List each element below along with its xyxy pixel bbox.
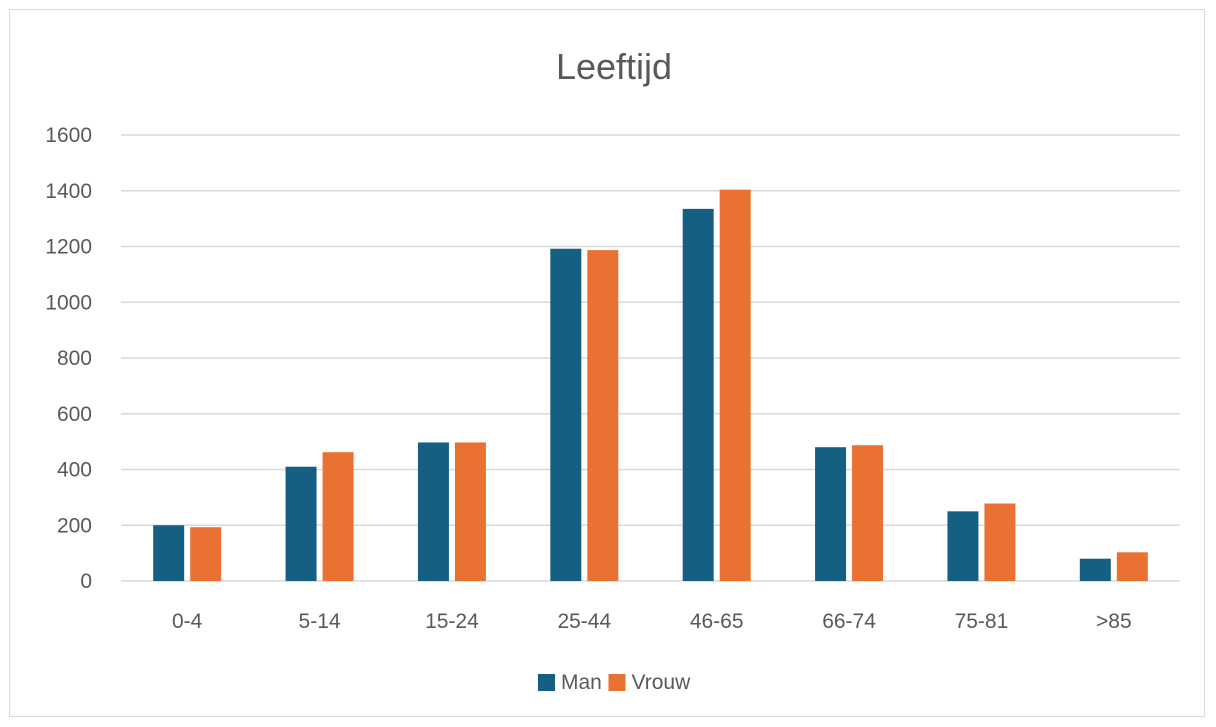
y-tick-label: 800: [57, 347, 92, 370]
y-tick-label: 1000: [45, 291, 92, 314]
bar-man-1: [285, 466, 317, 581]
bar-vrouw-3: [587, 250, 619, 581]
y-tick-label: 1600: [45, 124, 92, 147]
x-tick-label: 25-44: [557, 610, 611, 633]
bar-man-6: [947, 511, 979, 581]
bar-man-2: [417, 442, 449, 581]
x-tick-label: 5-14: [299, 610, 341, 633]
bar-man-4: [682, 208, 714, 581]
y-tick-label: 0: [80, 570, 92, 593]
bar-vrouw-5: [852, 445, 884, 581]
x-tick-label: 66-74: [822, 610, 876, 633]
y-tick-label: 1200: [45, 236, 92, 259]
bar-man-0: [153, 525, 185, 581]
y-axis-ticks: 0 200 400 600 800 1000 1200 1400 1600: [45, 124, 92, 593]
legend-label-vrouw: Vrouw: [632, 671, 692, 694]
chart-title: Leeftijd: [556, 46, 672, 87]
legend-label-man: Man: [561, 671, 602, 694]
x-axis-ticks: 0-4 5-14 15-24 25-44 46-65 66-74 75-81 >85: [172, 610, 1132, 633]
bar-man-5: [815, 447, 847, 581]
gridlines: [121, 134, 1180, 582]
bar-vrouw-1: [322, 452, 354, 581]
bar-vrouw-4: [719, 189, 751, 581]
x-tick-label: 75-81: [955, 610, 1009, 633]
bar-vrouw-7: [1116, 552, 1148, 581]
bar-vrouw-6: [984, 503, 1016, 581]
bar-vrouw-0: [190, 527, 222, 581]
y-tick-label: 1400: [45, 180, 92, 203]
x-tick-label: 0-4: [172, 610, 203, 633]
y-tick-label: 600: [57, 403, 92, 426]
x-tick-label: >85: [1096, 610, 1132, 633]
x-tick-label: 46-65: [690, 610, 744, 633]
x-tick-label: 15-24: [425, 610, 479, 633]
legend-swatch-vrouw: [608, 674, 626, 691]
legend-swatch-man: [538, 674, 555, 691]
bar-man-7: [1079, 558, 1111, 581]
y-tick-label: 400: [57, 459, 92, 482]
y-tick-label: 200: [57, 514, 92, 537]
bar-vrouw-2: [454, 442, 486, 581]
legend: Man Vrouw: [538, 671, 691, 694]
bar-man-3: [550, 248, 582, 582]
bars: [153, 189, 1148, 582]
